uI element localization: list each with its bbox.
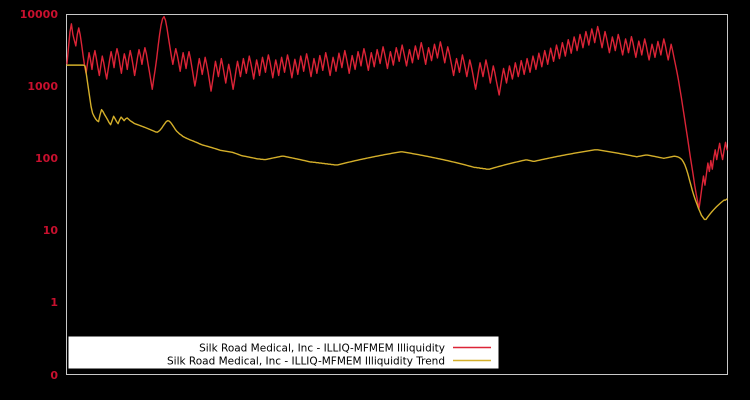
y-axis-tick-label: 10 [43, 224, 59, 237]
chart-legend[interactable]: Silk Road Medical, Inc - ILLIQ-MFMEM Ill… [68, 336, 499, 369]
legend-item-label-1: Silk Road Medical, Inc - ILLIQ-MFMEM Ill… [167, 356, 445, 368]
y-axis-tick-label: 10000 [20, 8, 59, 21]
legend-item-label-0: Silk Road Medical, Inc - ILLIQ-MFMEM Ill… [199, 343, 445, 355]
series-line-1 [66, 64, 728, 221]
y-axis-tick-label: 0 [50, 369, 58, 382]
plot-frame [66, 14, 728, 375]
legend-background [68, 336, 499, 369]
plot-area [66, 14, 728, 375]
series-lines [66, 15, 728, 221]
series-line-0 [66, 15, 728, 210]
y-axis-tick-label: 100 [35, 152, 58, 165]
y-axis-tick-label: 1 [50, 296, 58, 309]
y-axis-tick-label: 1000 [27, 80, 58, 93]
